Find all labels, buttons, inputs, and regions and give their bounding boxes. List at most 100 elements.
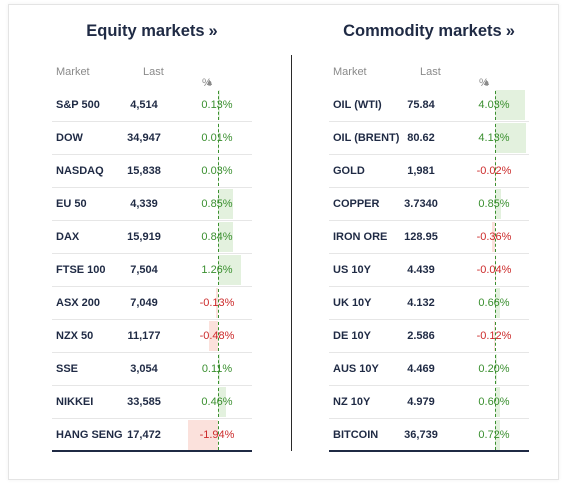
- percent-change: 0.72%: [478, 429, 510, 441]
- table-row[interactable]: EU 50 4,339 0.85%: [52, 188, 252, 221]
- zero-line: [218, 190, 219, 219]
- double-chevron-right-icon: »: [208, 22, 218, 40]
- last-value: 4,339: [130, 198, 158, 210]
- percent-change: 0.84%: [201, 231, 233, 243]
- table-row[interactable]: AUS 10Y 4.469 0.20%: [329, 353, 529, 386]
- market-name[interactable]: IRON ORE: [333, 231, 388, 243]
- last-value: 4,514: [130, 99, 158, 111]
- percent-change: 0.46%: [201, 396, 233, 408]
- change-bar: [218, 387, 227, 417]
- table-row[interactable]: DE 10Y 2.586 -0.12%: [329, 320, 529, 353]
- change-bar: [218, 90, 221, 120]
- market-name[interactable]: AUS 10Y: [333, 363, 379, 375]
- table-row[interactable]: US 10Y 4.439 -0.04%: [329, 254, 529, 287]
- last-value: 11,177: [127, 330, 161, 342]
- percent-change: -0.12%: [476, 330, 512, 342]
- last-value: 75.84: [407, 99, 435, 111]
- equity-table-header: Market Last % ▲: [52, 55, 252, 89]
- change-bar: [495, 420, 501, 450]
- market-name[interactable]: HANG SENG: [56, 429, 123, 441]
- table-row[interactable]: COPPER 3.7340 0.85%: [329, 188, 529, 221]
- table-row[interactable]: NIKKEI 33,585 0.46%: [52, 386, 252, 419]
- table-row[interactable]: DOW 34,947 0.01%: [52, 122, 252, 155]
- table-row[interactable]: NZ 10Y 4.979 0.60%: [329, 386, 529, 419]
- table-row[interactable]: FTSE 100 7,504 1.26%: [52, 254, 252, 287]
- table-row[interactable]: NZX 50 11,177 -0.48%: [52, 320, 252, 353]
- market-name[interactable]: UK 10Y: [333, 297, 372, 309]
- market-name[interactable]: GOLD: [333, 165, 365, 177]
- percent-change: 0.11%: [201, 363, 233, 375]
- zero-line: [218, 388, 219, 417]
- sort-ascending-icon: ▲: [482, 77, 491, 87]
- change-bar: [215, 288, 218, 318]
- market-name[interactable]: US 10Y: [333, 264, 371, 276]
- market-name[interactable]: NZ 10Y: [333, 396, 371, 408]
- last-value: 15,838: [127, 165, 161, 177]
- market-name[interactable]: COPPER: [333, 198, 380, 210]
- panel-divider: [291, 55, 292, 451]
- last-value: 2.586: [407, 330, 435, 342]
- last-value: 3.7340: [404, 198, 438, 210]
- market-name[interactable]: BITCOIN: [333, 429, 379, 441]
- equity-title-text: Equity markets: [86, 22, 205, 40]
- market-column-header[interactable]: Market: [333, 66, 367, 78]
- market-name[interactable]: ASX 200: [56, 297, 101, 309]
- table-row[interactable]: BITCOIN 36,739 0.72%: [329, 419, 529, 452]
- last-value: 36,739: [404, 429, 438, 441]
- table-row[interactable]: IRON ORE 128.95 -0.36%: [329, 221, 529, 254]
- change-bar: [218, 189, 234, 219]
- percent-change: 0.66%: [478, 297, 510, 309]
- sort-ascending-icon: ▲: [205, 77, 214, 87]
- zero-line: [495, 289, 496, 318]
- equity-markets-title[interactable]: Equity markets»: [52, 22, 252, 41]
- percent-change: 0.03%: [201, 165, 233, 177]
- last-value: 34,947: [127, 132, 161, 144]
- commodity-title-text: Commodity markets: [343, 22, 502, 40]
- table-row[interactable]: OIL (WTI) 75.84 4.03%: [329, 89, 529, 122]
- last-value: 33,585: [127, 396, 161, 408]
- percent-change: 0.85%: [201, 198, 233, 210]
- market-name[interactable]: NASDAQ: [56, 165, 104, 177]
- change-bar: [209, 321, 218, 351]
- table-row[interactable]: S&P 500 4,514 0.13%: [52, 89, 252, 122]
- change-bar: [492, 222, 495, 252]
- percent-change: -0.13%: [199, 297, 235, 309]
- percent-change: 0.01%: [201, 132, 233, 144]
- zero-line: [218, 355, 219, 384]
- last-value: 7,504: [130, 264, 158, 276]
- table-row[interactable]: GOLD 1,981 -0.02%: [329, 155, 529, 188]
- last-column-header[interactable]: Last: [143, 66, 164, 78]
- table-row[interactable]: HANG SENG 17,472 -1.94%: [52, 419, 252, 452]
- market-name[interactable]: DE 10Y: [333, 330, 371, 342]
- table-row[interactable]: SSE 3,054 0.11%: [52, 353, 252, 386]
- zero-line: [495, 421, 496, 450]
- commodity-markets-title[interactable]: Commodity markets»: [329, 22, 529, 41]
- market-name[interactable]: SSE: [56, 363, 79, 375]
- commodity-table-body: OIL (WTI) 75.84 4.03% OIL (BRENT) 80.62 4.13%…: [329, 89, 529, 452]
- zero-line: [218, 322, 219, 351]
- market-name[interactable]: OIL (BRENT): [333, 132, 400, 144]
- market-column-header[interactable]: Market: [56, 66, 90, 78]
- market-name[interactable]: EU 50: [56, 198, 87, 210]
- table-row[interactable]: OIL (BRENT) 80.62 4.13%: [329, 122, 529, 155]
- table-row[interactable]: NASDAQ 15,838 0.03%: [52, 155, 252, 188]
- market-name[interactable]: OIL (WTI): [333, 99, 382, 111]
- table-row[interactable]: ASX 200 7,049 -0.13%: [52, 287, 252, 320]
- change-bar: [218, 222, 234, 252]
- table-row[interactable]: UK 10Y 4.132 0.66%: [329, 287, 529, 320]
- market-name[interactable]: S&P 500: [56, 99, 100, 111]
- change-bar: [495, 123, 526, 153]
- zero-line: [218, 157, 219, 186]
- market-name[interactable]: DAX: [56, 231, 80, 243]
- market-name[interactable]: DOW: [56, 132, 83, 144]
- zero-line: [218, 223, 219, 252]
- table-row[interactable]: DAX 15,919 0.84%: [52, 221, 252, 254]
- last-column-header[interactable]: Last: [420, 66, 441, 78]
- zero-line: [218, 91, 219, 120]
- zero-line: [495, 355, 496, 384]
- percent-change: 0.20%: [478, 363, 510, 375]
- zero-line: [495, 322, 496, 351]
- market-name[interactable]: NZX 50: [56, 330, 94, 342]
- market-name[interactable]: FTSE 100: [56, 264, 106, 276]
- market-name[interactable]: NIKKEI: [56, 396, 94, 408]
